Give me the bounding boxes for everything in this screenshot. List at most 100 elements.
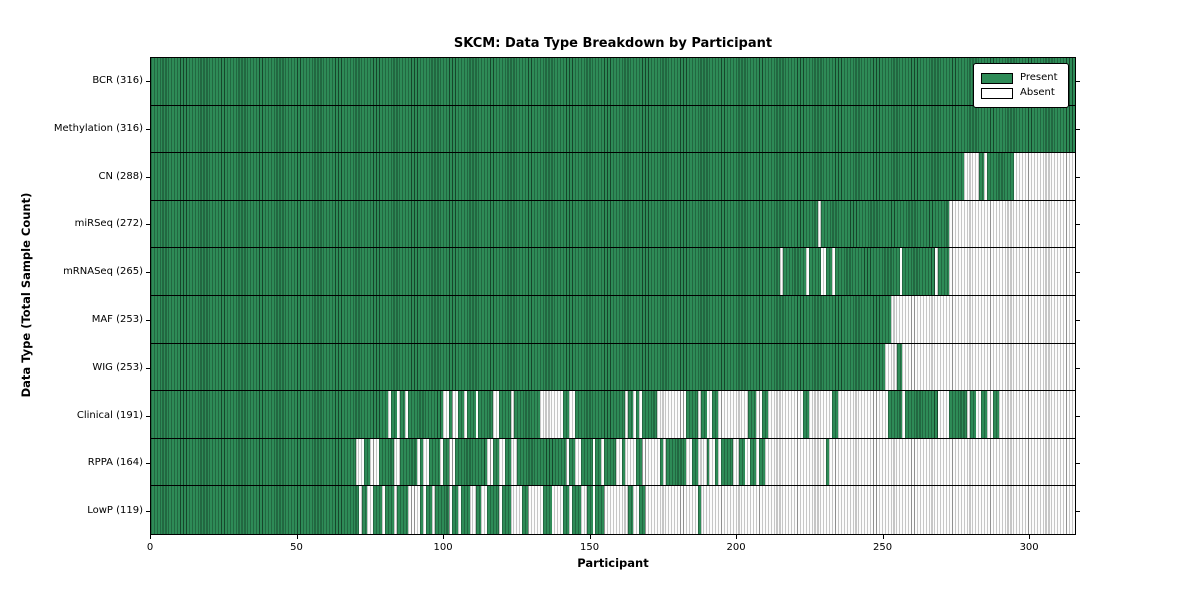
present-segment xyxy=(428,438,441,486)
plot-area: Present Absent xyxy=(150,57,1076,535)
present-segment xyxy=(384,486,394,534)
present-segment xyxy=(373,486,382,534)
row-MAF xyxy=(151,296,1075,344)
legend-entry-present: Present xyxy=(981,72,1061,84)
present-segment xyxy=(595,486,605,534)
y-tick xyxy=(146,463,150,465)
present-segment xyxy=(458,391,464,438)
present-segment xyxy=(420,486,423,534)
present-segment xyxy=(379,438,394,486)
present-segment xyxy=(905,391,938,438)
present-segment xyxy=(151,200,818,248)
present-segment xyxy=(808,248,821,295)
present-segment xyxy=(390,391,397,438)
present-segment xyxy=(826,438,830,486)
present-segment xyxy=(715,438,719,486)
y-tick xyxy=(146,319,150,321)
present-segment xyxy=(782,248,806,295)
y-tick xyxy=(1076,272,1080,274)
x-tick-label: 50 xyxy=(290,542,303,553)
present-segment xyxy=(434,486,450,534)
present-segment xyxy=(478,391,494,438)
present-segment xyxy=(721,438,733,486)
row-RPPA xyxy=(151,438,1075,487)
present-segment xyxy=(361,486,368,534)
present-segment xyxy=(835,248,900,295)
y-tick xyxy=(1076,224,1080,226)
present-segment xyxy=(636,391,640,438)
y-tick xyxy=(146,80,150,82)
row-WIG xyxy=(151,343,1075,392)
present-segment xyxy=(574,391,625,438)
legend-present-label: Present xyxy=(1020,72,1058,83)
y-tick xyxy=(146,176,150,178)
y-tick xyxy=(1076,463,1080,465)
x-tick xyxy=(589,535,591,539)
present-segment xyxy=(452,486,459,534)
y-tick-label: LowP (119) xyxy=(87,505,143,517)
present-segment xyxy=(993,391,999,438)
present-segment xyxy=(697,486,701,534)
present-segment xyxy=(820,200,950,248)
present-segment xyxy=(759,438,766,486)
y-tick xyxy=(1076,415,1080,417)
y-tick-label: miRSeq (272) xyxy=(74,218,143,230)
present-segment xyxy=(887,391,903,438)
present-segment xyxy=(516,438,567,486)
present-segment xyxy=(364,438,371,486)
present-segment xyxy=(747,391,757,438)
legend: Present Absent xyxy=(973,63,1069,108)
y-tick xyxy=(146,128,150,130)
y-tick-label: WIG (253) xyxy=(92,361,143,373)
present-segment xyxy=(949,391,967,438)
present-segment xyxy=(937,248,950,295)
present-swatch xyxy=(981,72,1013,84)
present-segment xyxy=(455,438,488,486)
y-tick xyxy=(146,272,150,274)
present-segment xyxy=(642,391,657,438)
present-segment xyxy=(706,438,710,486)
present-segment xyxy=(151,58,1075,105)
present-segment xyxy=(425,486,432,534)
present-segment xyxy=(420,438,423,486)
x-tick xyxy=(882,535,884,539)
y-tick-label: RPPA (164) xyxy=(87,457,143,469)
y-tick-label: Methylation (316) xyxy=(53,122,143,134)
present-segment xyxy=(569,438,575,486)
x-tick xyxy=(1029,535,1031,539)
present-segment xyxy=(498,391,511,438)
present-segment xyxy=(493,438,499,486)
present-segment xyxy=(501,486,511,534)
present-segment xyxy=(449,391,453,438)
present-segment xyxy=(513,391,540,438)
y-tick xyxy=(146,224,150,226)
y-tick-label: mRNASeq (265) xyxy=(63,266,143,278)
present-segment xyxy=(151,486,359,534)
y-tick xyxy=(146,367,150,369)
present-segment xyxy=(604,438,616,486)
present-segment xyxy=(580,438,593,486)
present-segment xyxy=(826,248,833,295)
y-tick xyxy=(1076,367,1080,369)
present-segment xyxy=(621,438,625,486)
chart-title: SKCM: Data Type Breakdown by Participant xyxy=(453,36,773,51)
present-segment xyxy=(902,248,935,295)
row-Methylation xyxy=(151,105,1075,154)
row-miRSeq xyxy=(151,200,1075,249)
present-segment xyxy=(408,391,444,438)
present-segment xyxy=(636,438,643,486)
present-segment xyxy=(151,391,388,438)
present-segment xyxy=(487,486,499,534)
present-segment xyxy=(504,438,511,486)
x-tick xyxy=(150,535,151,539)
legend-absent-label: Absent xyxy=(1020,87,1055,98)
y-axis-label: Data Type (Total Sample Count) xyxy=(19,192,33,398)
present-segment xyxy=(665,438,687,486)
present-segment xyxy=(151,343,885,391)
present-segment xyxy=(151,153,964,200)
y-tick-label: BCR (316) xyxy=(92,74,143,86)
present-segment xyxy=(978,153,985,200)
present-segment xyxy=(399,438,418,486)
row-BCR xyxy=(151,58,1075,106)
present-segment xyxy=(151,105,1075,153)
